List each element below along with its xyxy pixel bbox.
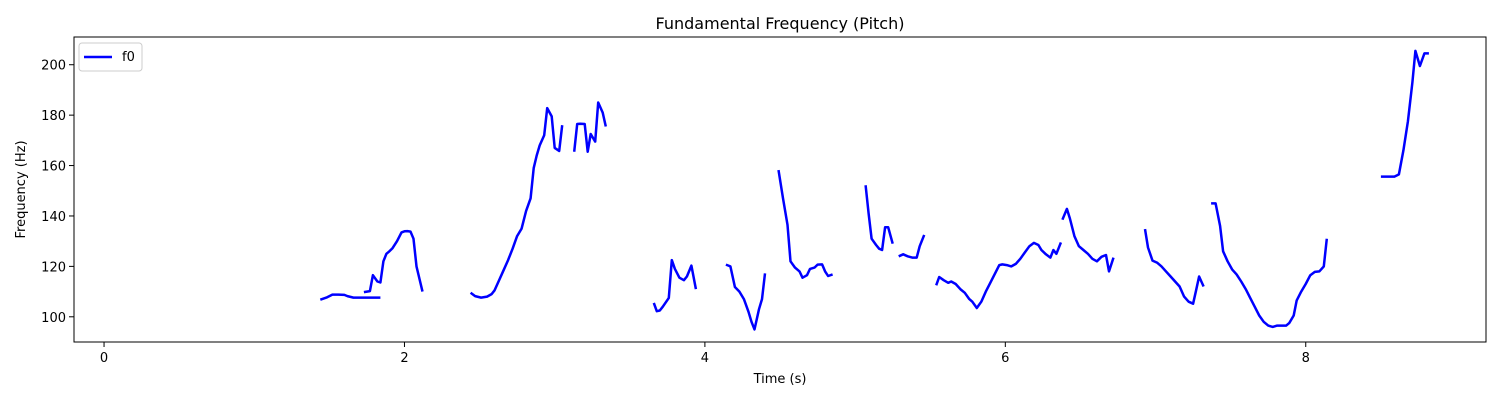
series-f0-segment-6 bbox=[777, 169, 834, 279]
legend-label-f0: f0 bbox=[122, 50, 135, 65]
y-tick-label: 160 bbox=[41, 160, 66, 175]
x-axis-label: Time (s) bbox=[753, 372, 807, 387]
series-f0-segment-13 bbox=[1380, 49, 1429, 178]
series-f0-segment-10 bbox=[1061, 207, 1115, 273]
y-tick-label: 120 bbox=[41, 260, 66, 275]
x-axis: 0 2 4 6 8 bbox=[100, 342, 1310, 366]
y-axis-label: Frequency (Hz) bbox=[14, 140, 29, 238]
series-f0-segment-12 bbox=[1211, 202, 1329, 329]
plot-area bbox=[319, 49, 1429, 331]
y-tick-label: 100 bbox=[41, 311, 66, 326]
y-tick-label: 200 bbox=[41, 59, 66, 74]
plot-frame bbox=[73, 36, 1487, 343]
chart-title: Fundamental Frequency (Pitch) bbox=[656, 14, 905, 33]
series-f0-segment-7 bbox=[864, 185, 894, 252]
x-tick-label: 2 bbox=[400, 351, 408, 366]
series-f0-segment-11 bbox=[1143, 228, 1205, 305]
series-f0-segment-1 bbox=[363, 229, 424, 294]
series-f0-segment-3 bbox=[572, 101, 608, 153]
series-f0-segment-5 bbox=[725, 263, 767, 331]
series-f0-segment-8 bbox=[898, 234, 926, 259]
y-axis: 100 120 140 160 180 200 bbox=[41, 59, 74, 326]
series-f0-segment-9 bbox=[935, 241, 1063, 310]
series-f0-segment-4 bbox=[652, 258, 698, 313]
series-f0-segment-2 bbox=[469, 106, 564, 299]
legend: f0 bbox=[78, 42, 143, 72]
x-tick-label: 8 bbox=[1302, 351, 1310, 366]
x-tick-label: 0 bbox=[100, 351, 108, 366]
y-tick-label: 180 bbox=[41, 109, 66, 124]
y-tick-label: 140 bbox=[41, 210, 66, 225]
x-tick-label: 6 bbox=[1001, 351, 1009, 366]
x-tick-label: 4 bbox=[701, 351, 709, 366]
series-f0-segment-0 bbox=[319, 293, 381, 301]
